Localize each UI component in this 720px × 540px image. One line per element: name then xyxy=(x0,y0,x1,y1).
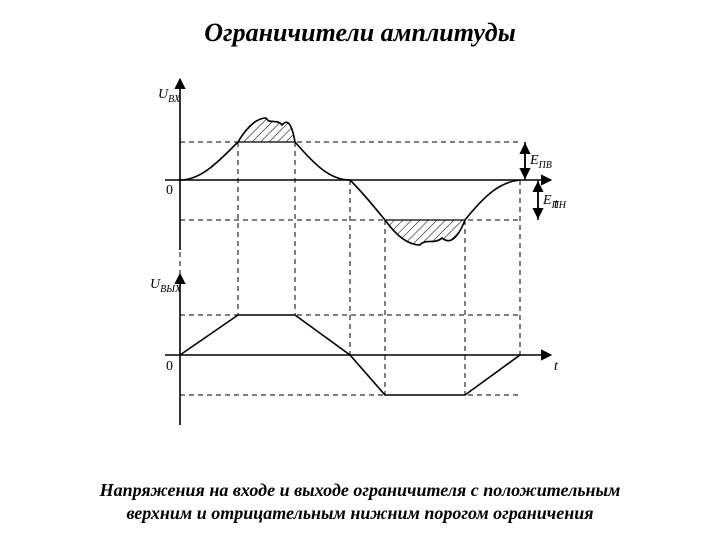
t-axis-bottom: t xyxy=(554,359,559,374)
caption-line-2: верхним и отрицательным нижним порогом о… xyxy=(126,503,593,523)
zero-top: 0 xyxy=(166,183,173,198)
page-title: Ограничители амплитуды xyxy=(0,18,720,48)
u-in-label: UВХ xyxy=(158,87,181,105)
u-out-label: UВЫХ xyxy=(150,277,182,295)
figure-caption: Напряжения на входе и выходе ограничител… xyxy=(0,479,720,524)
caption-line-1: Напряжения на входе и выходе ограничител… xyxy=(100,480,621,500)
limiter-diagram: UВХ 0 t EПВ EПН UВЫХ 0 t xyxy=(120,70,600,450)
zero-bottom: 0 xyxy=(166,359,173,374)
e-pos-label: EПВ xyxy=(529,153,552,171)
e-neg-label: EПН xyxy=(542,193,567,211)
